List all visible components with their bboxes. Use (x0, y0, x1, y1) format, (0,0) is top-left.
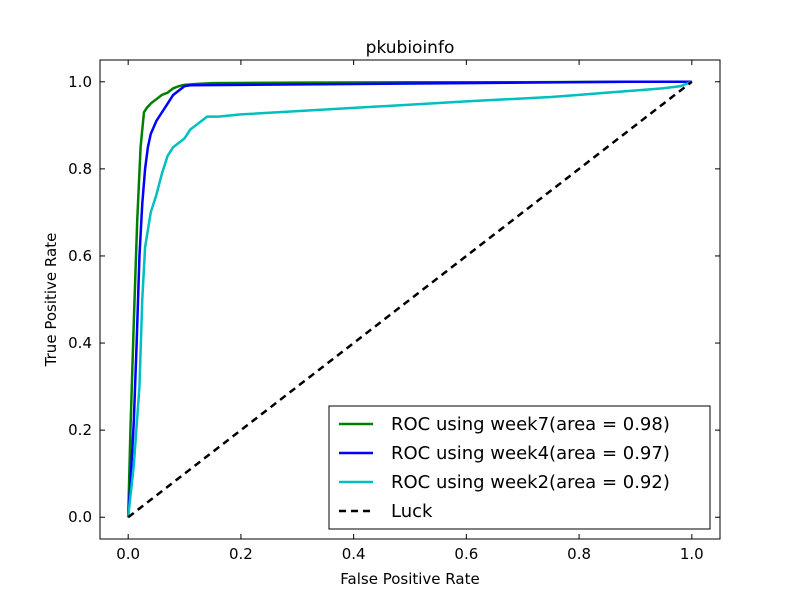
x-tick-label-3: 0.6 (454, 545, 478, 563)
legend: ROC using week7(area = 0.98) ROC using we… (328, 405, 711, 530)
x-tick-label-1: 0.2 (229, 545, 253, 563)
series-layer (126, 80, 693, 519)
y-tick-label-5: 1.0 (68, 73, 92, 91)
y-tick-label-2: 0.4 (68, 334, 92, 352)
chart-title: pkubioinfo (366, 38, 455, 58)
series-line-3 (127, 80, 693, 519)
legend-label-1: ROC using week4(area = 0.97) (391, 443, 670, 464)
x-tick-label-5: 1.0 (680, 545, 704, 563)
y-tick-label-4: 0.8 (68, 160, 92, 178)
y-axis-label: True Positive Rate (42, 233, 60, 368)
series-line-1 (126, 80, 692, 518)
legend-label-3: Luck (391, 501, 433, 522)
legend-box (328, 405, 711, 530)
series-line-0 (126, 80, 692, 518)
x-axis-label: False Positive Rate (340, 570, 479, 588)
x-tick-label-0: 0.0 (116, 545, 140, 563)
legend-label-0: ROC using week7(area = 0.98) (391, 414, 670, 435)
plot-frame (99, 59, 721, 540)
legend-label-2: ROC using week2(area = 0.92) (391, 472, 670, 493)
x-tick-label-2: 0.4 (342, 545, 366, 563)
x-tick-label-4: 0.8 (567, 545, 591, 563)
y-tick-label-3: 0.6 (68, 247, 92, 265)
y-tick-label-0: 0.0 (68, 508, 92, 526)
y-tick-label-1: 0.2 (68, 421, 92, 439)
series-line-2 (126, 80, 693, 518)
ticks-layer: 0.0 0.2 0.4 0.6 0.8 1.0 0.0 0.2 0.4 0.6 0.8 1.0 (68, 60, 720, 563)
